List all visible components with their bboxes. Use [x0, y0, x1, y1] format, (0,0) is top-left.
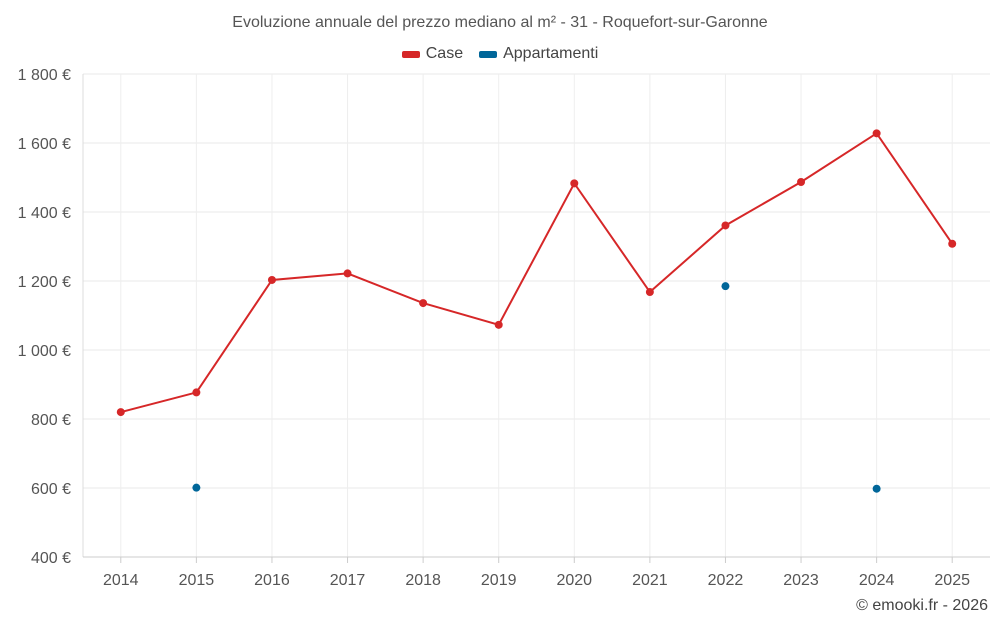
y-tick-label: 1 400 €: [18, 205, 71, 222]
data-point-case-2020[interactable]: [570, 179, 579, 188]
legend-item-appartamenti[interactable]: Appartamenti: [479, 45, 598, 63]
x-tick-label: 2022: [708, 572, 744, 589]
y-tick-label: 1 800 €: [18, 67, 71, 84]
x-tick-label: 2024: [859, 572, 895, 589]
x-tick-label: 2025: [934, 572, 970, 589]
data-point-appartamenti-2022[interactable]: [721, 282, 730, 291]
data-point-case-2022[interactable]: [721, 221, 730, 230]
x-tick-label: 2014: [103, 572, 139, 589]
x-tick-label: 2015: [179, 572, 215, 589]
legend-label-appartamenti: Appartamenti: [503, 45, 599, 62]
y-tick-label: 600 €: [31, 481, 71, 498]
data-point-case-2019[interactable]: [494, 320, 503, 329]
chart-title: Evoluzione annuale del prezzo mediano al…: [232, 14, 768, 31]
x-tick-label: 2023: [783, 572, 819, 589]
y-tick-label: 1 600 €: [18, 136, 71, 153]
series-line-0: [120, 131, 954, 414]
x-tick-label: 2021: [632, 572, 668, 589]
y-tick-label: 1 000 €: [18, 343, 71, 360]
x-tick-label: 2016: [254, 572, 290, 589]
y-tick-label: 1 200 €: [18, 274, 71, 291]
data-point-case-2021[interactable]: [645, 288, 654, 297]
data-point-case-2025[interactable]: [948, 239, 957, 248]
legend-label-case: Case: [425, 45, 464, 62]
data-point-case-2017[interactable]: [343, 269, 352, 278]
x-tick-label: 2020: [556, 572, 592, 589]
legend-item-case[interactable]: Case: [401, 45, 464, 63]
data-point-case-2023[interactable]: [797, 177, 806, 186]
data-point-case-2015[interactable]: [192, 388, 201, 397]
legend-swatch-case: [401, 50, 420, 58]
credit: © emooki.fr - 2026: [856, 597, 988, 614]
data-point-appartamenti-2015[interactable]: [192, 483, 201, 492]
data-point-case-2014[interactable]: [116, 408, 125, 417]
data-point-case-2016[interactable]: [267, 275, 276, 284]
data-point-case-2018[interactable]: [419, 299, 428, 308]
x-tick-label: 2018: [405, 572, 441, 589]
legend-swatch-appartamenti: [479, 50, 498, 58]
x-tick-label: 2019: [481, 572, 517, 589]
x-tick-label: 2017: [330, 572, 366, 589]
data-point-case-2024[interactable]: [872, 129, 881, 138]
data-point-appartamenti-2024[interactable]: [872, 484, 881, 493]
legend: Case Appartamenti: [0, 45, 1000, 63]
y-tick-label: 800 €: [31, 412, 71, 429]
y-tick-label: 400 €: [31, 550, 71, 567]
